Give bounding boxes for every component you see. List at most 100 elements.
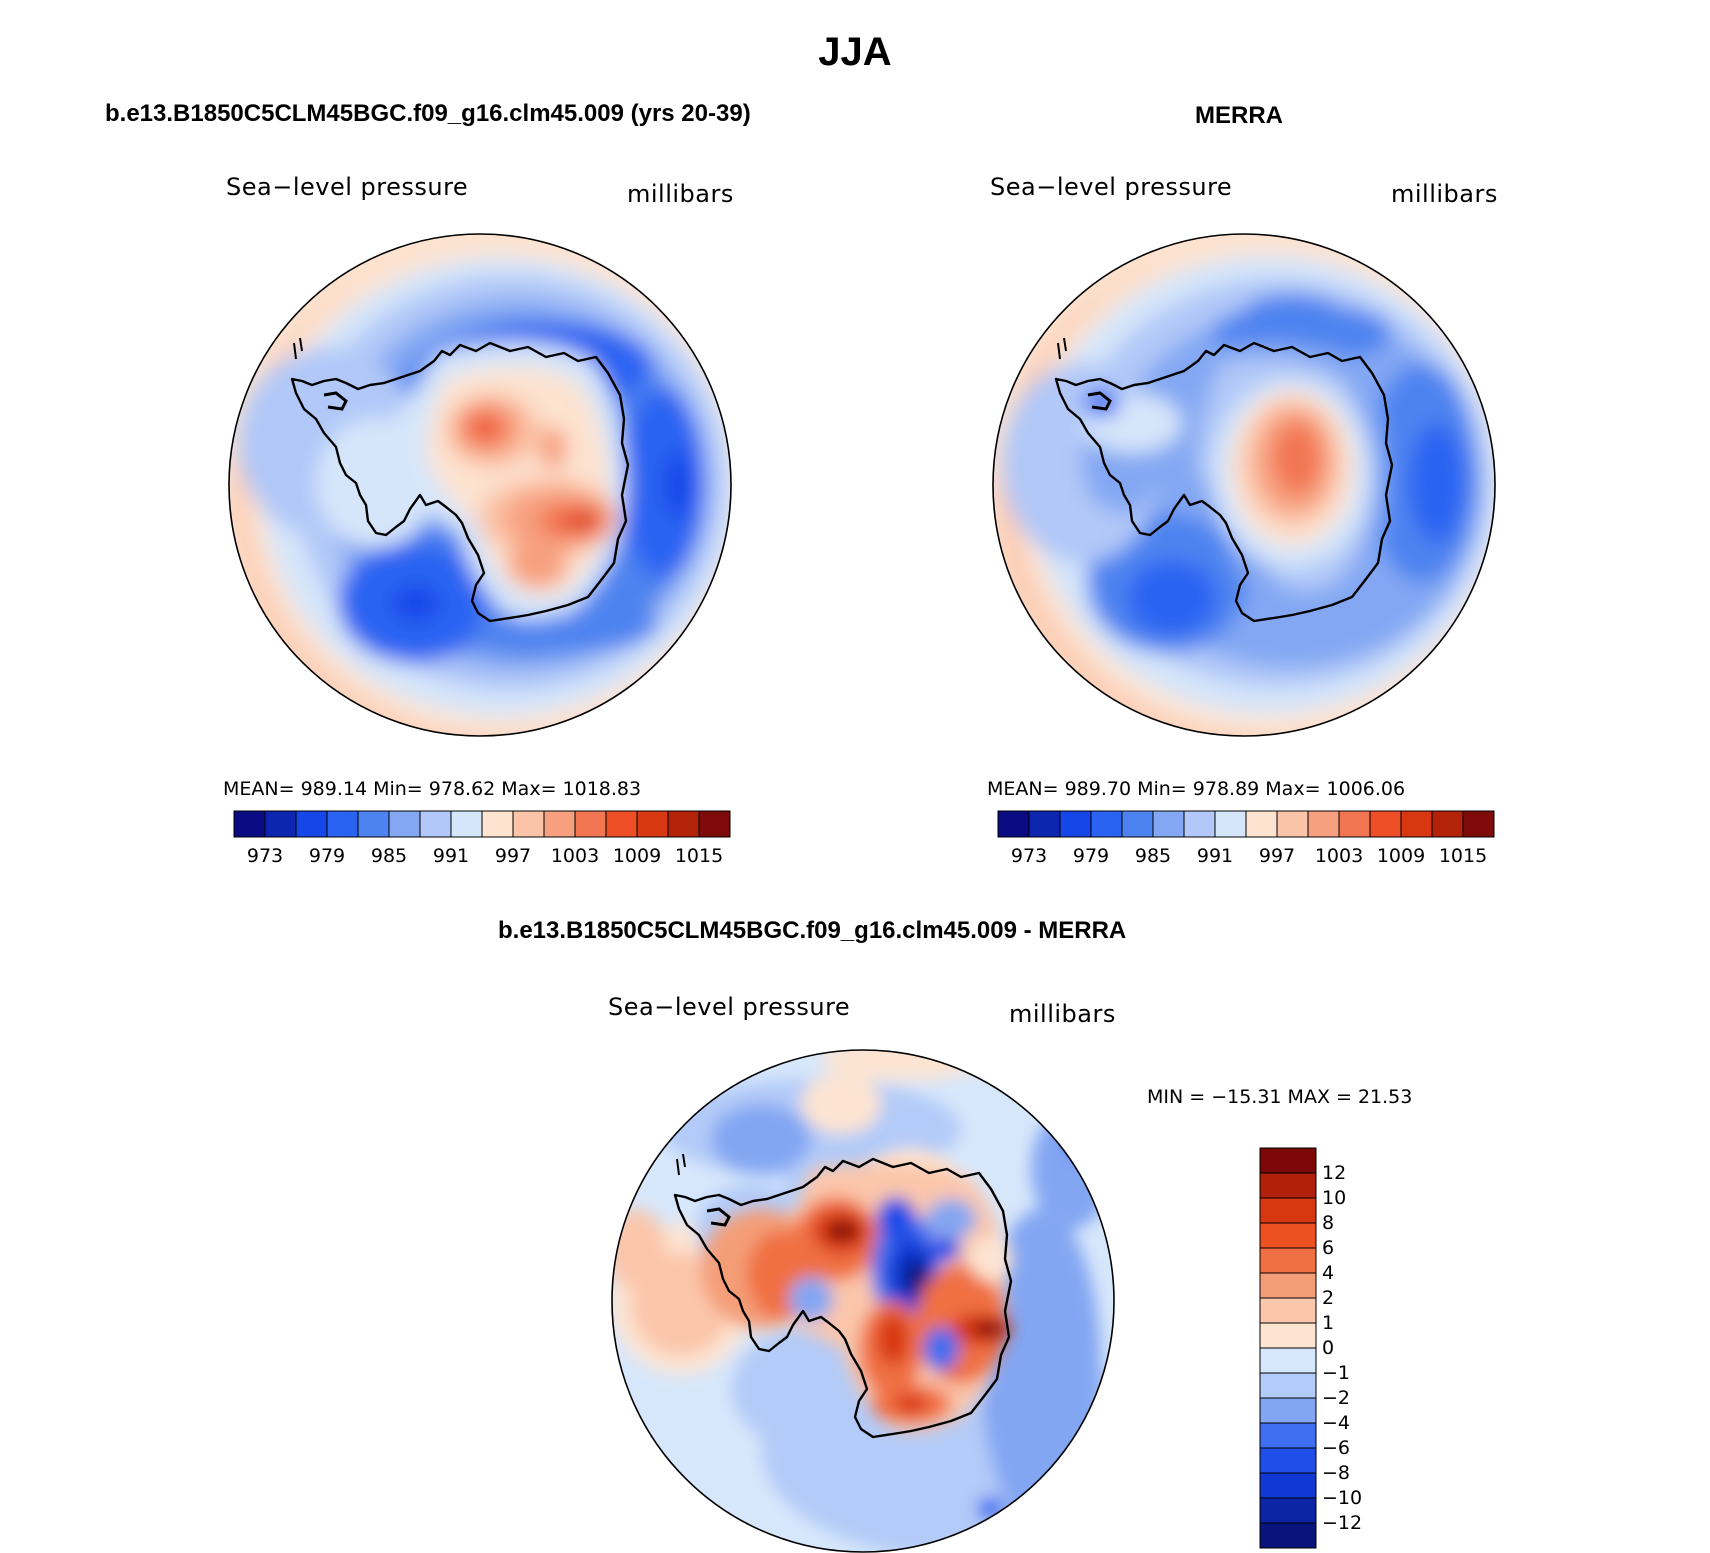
panel-diff-colorbar-tick-label: −8 <box>1322 1462 1351 1484</box>
panel-diff-colorbar-tick-label: 0 <box>1322 1337 1335 1359</box>
panel-diff-colorbar-tick-label: 10 <box>1322 1187 1347 1209</box>
panel-obs-colorbar-box <box>1183 810 1216 838</box>
panel-diff-colorbar-box <box>1259 1247 1317 1274</box>
panel-obs-colorbar-box <box>1307 810 1340 838</box>
map-border <box>228 233 732 737</box>
panel-model-colorbar-box <box>574 810 607 838</box>
panel-diff-colorbar-box <box>1259 1322 1317 1349</box>
panel-model-colorbar-box <box>636 810 669 838</box>
panel-diff-colorbar-tick-label: 2 <box>1322 1287 1335 1309</box>
panel-diff-colorbar-ticks: 12 10 8 6 4 2 1 0 −1 −2 −4 −6 −8 −10 −12 <box>1322 1148 1402 1548</box>
panel-model-colorbar-box <box>233 810 266 838</box>
panel-model-colorbar-box <box>450 810 483 838</box>
panel-model-colorbar-box <box>295 810 328 838</box>
panel-model-colorbar-tick-label: 979 <box>308 845 346 867</box>
panel-obs-colorbar-box <box>1028 810 1061 838</box>
panel-model-units-label: millibars <box>627 180 734 208</box>
panel-obs-colorbar-ticks: 973 979 985 991 997 1003 1009 1015 <box>998 845 1494 869</box>
panel-diff-colorbar-tick-label: −1 <box>1322 1362 1351 1384</box>
panel-diff-title: b.e13.B1850C5CLM45BGC.f09_g16.clm45.009 … <box>498 917 1127 944</box>
panel-obs-colorbar-box <box>1462 810 1495 838</box>
panel-diff-colorbar-box <box>1259 1497 1317 1524</box>
panel-model-title: b.e13.B1850C5CLM45BGC.f09_g16.clm45.009 … <box>105 100 751 127</box>
panel-obs-colorbar-box <box>1338 810 1371 838</box>
panel-obs-colorbar-tick-label: 985 <box>1134 845 1172 867</box>
panel-diff-colorbar-tick-label: −6 <box>1322 1437 1351 1459</box>
panel-obs-colorbar-box <box>1214 810 1247 838</box>
panel-obs-colorbar-box <box>1276 810 1309 838</box>
panel-obs-colorbar-box <box>997 810 1030 838</box>
panel-diff-colorbar-box <box>1259 1447 1317 1474</box>
panel-obs-colorbar-box <box>1400 810 1433 838</box>
panel-model-colorbar-tick-label: 973 <box>246 845 284 867</box>
panel-diff-colorbar-tick-label: 4 <box>1322 1262 1335 1284</box>
panel-model-map <box>228 233 732 737</box>
panel-diff-colorbar-box <box>1259 1372 1317 1399</box>
panel-diff-colorbar-tick-label: −2 <box>1322 1387 1351 1409</box>
panel-diff-colorbar-tick-label: −10 <box>1322 1487 1363 1509</box>
panel-diff-colorbar-tick-label: 12 <box>1322 1162 1347 1184</box>
panel-diff-colorbar-tick-label: 6 <box>1322 1237 1335 1259</box>
panel-obs-colorbar-box <box>1090 810 1123 838</box>
panel-model-stats: MEAN= 989.14 Min= 978.62 Max= 1018.83 <box>223 778 642 800</box>
panel-model-colorbar-tick-label: 1015 <box>674 845 724 867</box>
panel-model-colorbar-box <box>512 810 545 838</box>
panel-obs-colorbar <box>997 810 1495 838</box>
panel-obs-stats: MEAN= 989.70 Min= 978.89 Max= 1006.06 <box>987 778 1406 800</box>
panel-obs-colorbar-box <box>1059 810 1092 838</box>
panel-diff-colorbar-box <box>1259 1272 1317 1299</box>
panel-model-variable-label: Sea−level pressure <box>226 173 469 201</box>
panel-obs-colorbar-tick-label: 979 <box>1072 845 1110 867</box>
panel-obs-colorbar-tick-label: 1009 <box>1376 845 1426 867</box>
panel-model-colorbar-box <box>388 810 421 838</box>
panel-diff-colorbar-tick-label: 1 <box>1322 1312 1335 1334</box>
panel-model-colorbar-box <box>481 810 514 838</box>
panel-model-colorbar <box>233 810 731 838</box>
panel-model-colorbar-tick-label: 1009 <box>612 845 662 867</box>
panel-model-colorbar-ticks: 973 979 985 991 997 1003 1009 1015 <box>234 845 730 869</box>
panel-diff-colorbar-box <box>1259 1197 1317 1224</box>
panel-diff-units-label: millibars <box>1009 1000 1116 1028</box>
panel-diff-colorbar-tick-label: −12 <box>1322 1512 1363 1534</box>
panel-model-colorbar-tick-label: 985 <box>370 845 408 867</box>
panel-diff-colorbar-box <box>1259 1347 1317 1374</box>
panel-diff-colorbar-box <box>1259 1472 1317 1499</box>
panel-model-colorbar-box <box>264 810 297 838</box>
panel-diff-colorbar-box <box>1259 1522 1317 1549</box>
panel-obs-colorbar-box <box>1431 810 1464 838</box>
panel-diff-colorbar-box <box>1259 1172 1317 1199</box>
panel-diff-colorbar-box <box>1259 1147 1317 1174</box>
panel-diff-map <box>611 1049 1115 1553</box>
panel-model-colorbar-tick-label: 991 <box>432 845 470 867</box>
panel-obs-colorbar-tick-label: 1015 <box>1438 845 1488 867</box>
panel-obs-colorbar-tick-label: 991 <box>1196 845 1234 867</box>
panel-model-colorbar-box <box>419 810 452 838</box>
panel-obs-units-label: millibars <box>1391 180 1498 208</box>
panel-diff-colorbar-box <box>1259 1422 1317 1449</box>
panel-model-colorbar-box <box>698 810 731 838</box>
panel-obs-colorbar-tick-label: 973 <box>1010 845 1048 867</box>
panel-model-colorbar-box <box>357 810 390 838</box>
panel-model-colorbar-tick-label: 1003 <box>550 845 600 867</box>
panel-model-colorbar-box <box>667 810 700 838</box>
panel-obs-colorbar-tick-label: 1003 <box>1314 845 1364 867</box>
panel-diff-colorbar-tick-label: −4 <box>1322 1412 1351 1434</box>
panel-obs-variable-label: Sea−level pressure <box>990 173 1233 201</box>
panel-diff-colorbar-box <box>1259 1297 1317 1324</box>
panel-model-colorbar-box <box>543 810 576 838</box>
panel-obs-colorbar-box <box>1369 810 1402 838</box>
panel-model-colorbar-box <box>326 810 359 838</box>
panel-obs-colorbar-box <box>1121 810 1154 838</box>
panel-diff-colorbar <box>1259 1147 1317 1549</box>
panel-model-colorbar-box <box>605 810 638 838</box>
panel-diff-stats: MIN = −15.31 MAX = 21.53 <box>1147 1086 1413 1108</box>
page-title: JJA <box>818 30 892 74</box>
panel-obs-title: MERRA <box>1195 102 1283 129</box>
panel-diff-variable-label: Sea−level pressure <box>608 993 851 1021</box>
panel-model-colorbar-tick-label: 997 <box>494 845 532 867</box>
panel-obs-colorbar-box <box>1245 810 1278 838</box>
panel-obs-colorbar-tick-label: 997 <box>1258 845 1296 867</box>
panel-obs-map <box>992 233 1496 737</box>
panel-diff-colorbar-tick-label: 8 <box>1322 1212 1335 1234</box>
panel-diff-colorbar-box <box>1259 1397 1317 1424</box>
